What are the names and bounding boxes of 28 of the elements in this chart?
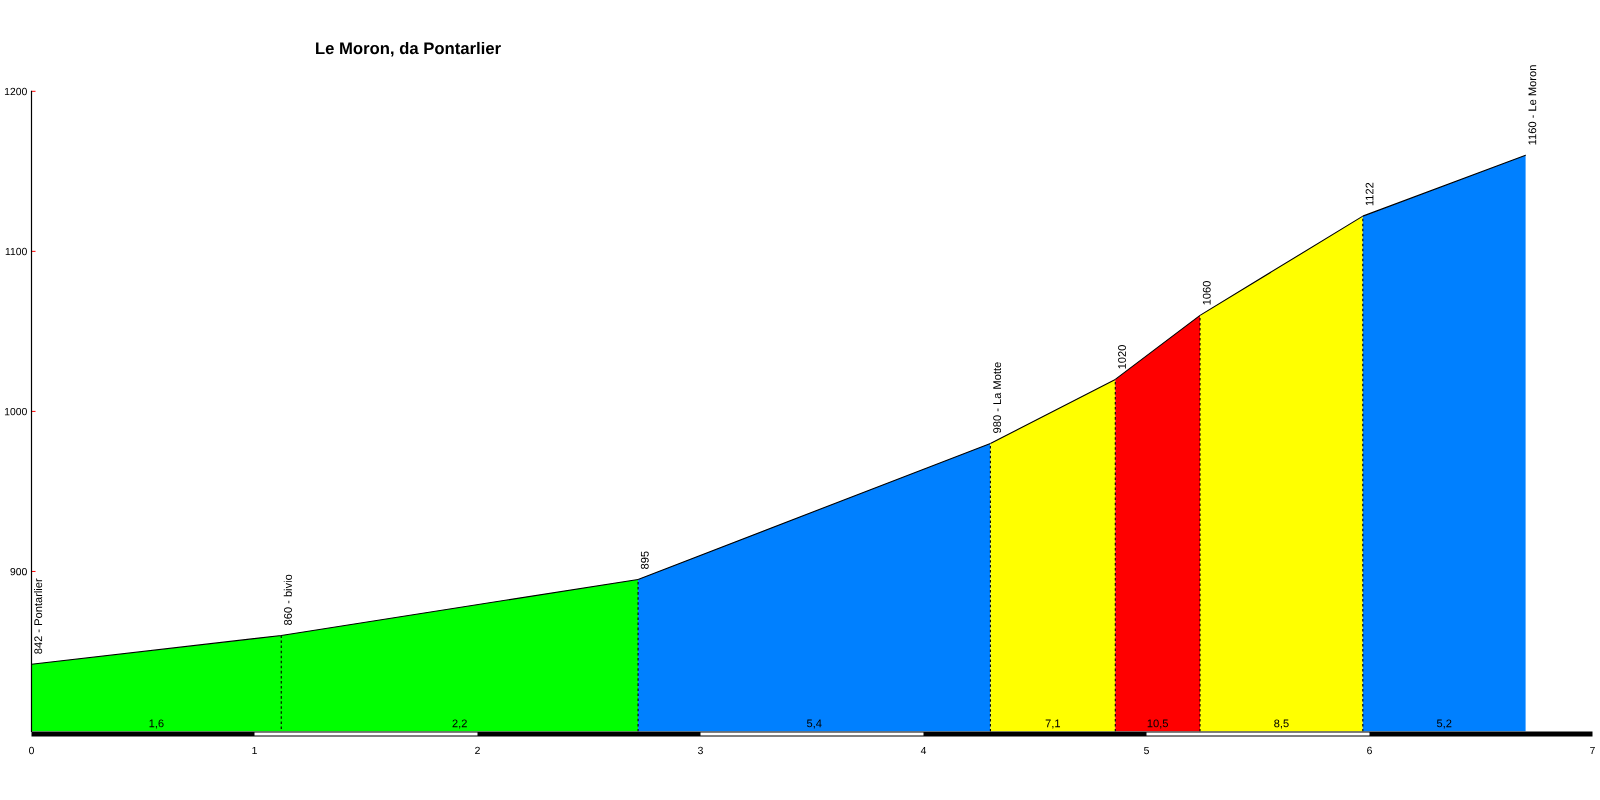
data-label: 860 - bivio — [283, 574, 292, 625]
annotation: 7,1 — [1045, 719, 1061, 729]
x-tick-label: 2 — [475, 746, 480, 755]
data-label: 895 — [640, 551, 649, 569]
data-label: 980 - La Motte — [993, 362, 1002, 433]
annotation: 5,2 — [1436, 719, 1452, 729]
annotation: 1,6 — [149, 719, 164, 729]
x-tick-label: 3 — [698, 746, 703, 755]
annotation: 5,4 — [806, 719, 822, 729]
x-tick-label: 4 — [920, 746, 927, 755]
annotation: 10,5 — [1147, 719, 1168, 729]
data-label: 1060 — [1202, 281, 1211, 305]
annotation: 2,2 — [452, 719, 467, 729]
data-label: 1122 — [1365, 182, 1374, 206]
annotation: 8,5 — [1274, 719, 1289, 729]
data-label: 1160 - Le Moron — [1528, 65, 1537, 145]
y-tick-label: 900 — [10, 567, 27, 576]
y-tick-label: 1000 — [4, 407, 27, 416]
y-tick-label: 1100 — [5, 247, 27, 256]
data-label: 842 - Pontarlier — [34, 578, 43, 654]
y-tick-label: 1200 — [4, 87, 27, 96]
data-label: 1020 — [1118, 345, 1126, 369]
x-tick-label: 1 — [252, 746, 257, 755]
x-tick-label: 5 — [1144, 746, 1149, 755]
x-tick-label: 7 — [1590, 746, 1595, 755]
x-tick-label: 6 — [1367, 746, 1372, 755]
chart-title: Le Moron, da Pontarlier — [316, 41, 501, 57]
x-tick-label: 0 — [29, 746, 34, 755]
